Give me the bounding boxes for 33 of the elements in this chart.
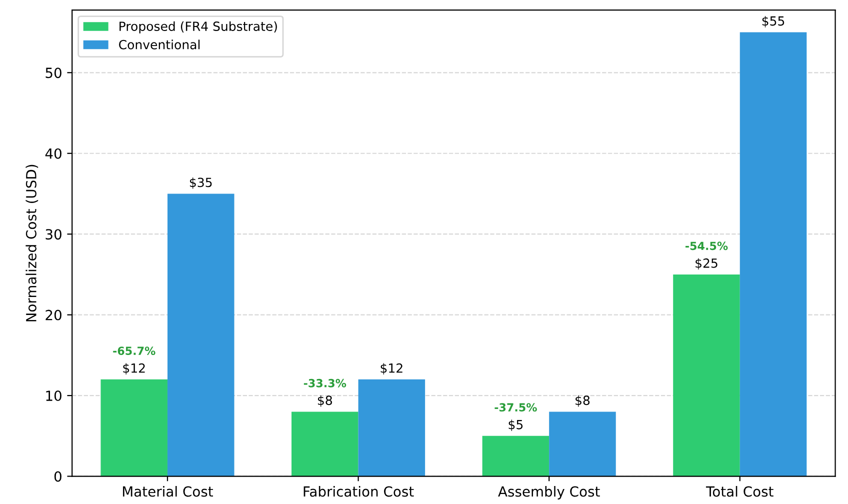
- legend-label: Proposed (FR4 Substrate): [120, 21, 277, 34]
- y-tick-label: 50: [46, 68, 62, 78]
- data-label: $8: [318, 395, 332, 407]
- data-label: $35: [190, 177, 212, 189]
- bar: [167, 194, 234, 476]
- bar: [482, 436, 550, 476]
- data-label: $5: [508, 420, 523, 431]
- bar: [100, 379, 168, 476]
- data-label: $55: [762, 16, 784, 28]
- legend-label: Conventional: [119, 40, 200, 50]
- bar: [549, 412, 616, 476]
- data-label: $12: [380, 363, 402, 374]
- data-label: $12: [123, 363, 145, 374]
- y-tick-label: 0: [54, 471, 62, 482]
- y-tick-label: 30: [46, 229, 62, 240]
- annotation: -65.7%: [113, 346, 156, 356]
- annotation: -33.3%: [304, 378, 346, 388]
- y-axis-title: Normalized Cost (USD): [26, 164, 38, 322]
- y-tick-label: 40: [45, 148, 62, 159]
- y-tick-label: 10: [46, 390, 62, 402]
- data-label: $8: [576, 395, 590, 407]
- annotation: -54.5%: [686, 242, 728, 250]
- x-tick-label: Assembly Cost: [498, 486, 600, 500]
- x-tick-label: Total Cost: [706, 486, 774, 497]
- bar: [673, 274, 740, 476]
- data-label: $25: [696, 258, 718, 270]
- bar: [740, 32, 807, 476]
- x-tick-label: Material Cost: [122, 486, 214, 497]
- x-tick-label: Fabrication Cost: [304, 486, 414, 497]
- annotation: -37.5%: [494, 403, 537, 412]
- y-tick-label: 20: [46, 310, 62, 320]
- bar: [358, 379, 426, 476]
- bar: [292, 412, 358, 476]
